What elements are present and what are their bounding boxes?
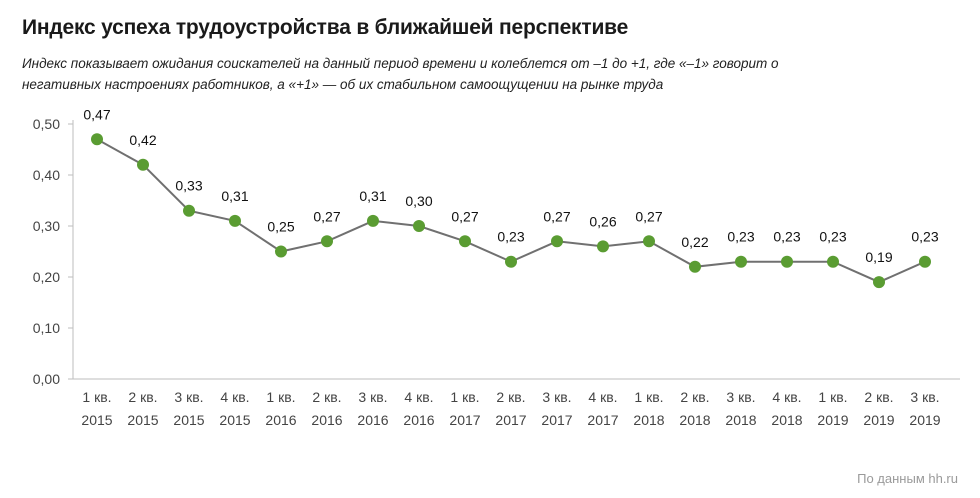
data-point bbox=[643, 235, 655, 248]
data-label: 0,31 bbox=[359, 188, 386, 204]
x-tick-label: 2 кв. bbox=[128, 389, 157, 405]
x-tick-year: 2018 bbox=[725, 412, 756, 428]
data-label: 0,47 bbox=[83, 106, 110, 122]
x-tick-label: 3 кв. bbox=[542, 389, 571, 405]
x-tick-year: 2016 bbox=[403, 412, 434, 428]
y-tick-label: 0,00 bbox=[33, 371, 60, 387]
x-tick-year: 2018 bbox=[679, 412, 710, 428]
data-label: 0,23 bbox=[819, 229, 846, 245]
x-tick-label: 3 кв. bbox=[910, 389, 939, 405]
x-tick-label: 2 кв. bbox=[496, 389, 525, 405]
x-tick-label: 1 кв. bbox=[450, 389, 479, 405]
x-tick-year: 2018 bbox=[633, 412, 664, 428]
data-label: 0,26 bbox=[589, 213, 616, 229]
x-tick-label: 4 кв. bbox=[220, 389, 249, 405]
x-tick-label: 2 кв. bbox=[680, 389, 709, 405]
data-point bbox=[137, 158, 149, 171]
data-point bbox=[367, 214, 379, 227]
data-label: 0,23 bbox=[727, 229, 754, 245]
data-label: 0,27 bbox=[635, 208, 662, 224]
data-label: 0,42 bbox=[129, 132, 156, 148]
data-label: 0,27 bbox=[451, 208, 478, 224]
x-tick-year: 2017 bbox=[541, 412, 572, 428]
data-point bbox=[827, 255, 839, 268]
data-point bbox=[873, 276, 885, 289]
source-note: По данным hh.ru bbox=[857, 471, 958, 486]
chart-subtitle: Индекс показывает ожидания соискателей н… bbox=[22, 56, 779, 92]
data-label: 0,27 bbox=[313, 208, 340, 224]
data-point bbox=[689, 260, 701, 273]
x-tick-year: 2015 bbox=[219, 412, 250, 428]
data-point bbox=[183, 204, 195, 217]
x-tick-year: 2016 bbox=[265, 412, 296, 428]
x-tick-label: 1 кв. bbox=[818, 389, 847, 405]
data-point bbox=[551, 235, 563, 248]
data-point bbox=[735, 255, 747, 268]
data-point bbox=[459, 235, 471, 248]
x-tick-year: 2016 bbox=[357, 412, 388, 428]
data-label: 0,25 bbox=[267, 219, 294, 235]
x-tick-year: 2019 bbox=[909, 412, 940, 428]
x-tick-year: 2019 bbox=[817, 412, 848, 428]
data-point bbox=[91, 133, 103, 146]
data-label: 0,31 bbox=[221, 188, 248, 204]
x-tick-label: 1 кв. bbox=[634, 389, 663, 405]
x-tick-year: 2019 bbox=[863, 412, 894, 428]
data-point bbox=[597, 240, 609, 253]
x-tick-label: 4 кв. bbox=[588, 389, 617, 405]
x-tick-year: 2015 bbox=[173, 412, 204, 428]
data-point bbox=[781, 255, 793, 268]
x-tick-label: 4 кв. bbox=[404, 389, 433, 405]
data-label: 0,23 bbox=[773, 229, 800, 245]
data-label: 0,23 bbox=[497, 229, 524, 245]
data-label: 0,30 bbox=[405, 193, 432, 209]
x-tick-label: 3 кв. bbox=[358, 389, 387, 405]
y-tick-label: 0,40 bbox=[33, 167, 60, 183]
y-tick-label: 0,20 bbox=[33, 269, 60, 285]
data-label: 0,23 bbox=[911, 229, 938, 245]
x-tick-year: 2016 bbox=[311, 412, 342, 428]
y-tick-label: 0,10 bbox=[33, 320, 60, 336]
x-tick-year: 2018 bbox=[771, 412, 802, 428]
x-tick-year: 2017 bbox=[587, 412, 618, 428]
data-point bbox=[413, 220, 425, 232]
data-label: 0,33 bbox=[175, 178, 202, 194]
data-label: 0,19 bbox=[865, 249, 892, 265]
x-tick-year: 2015 bbox=[127, 412, 158, 428]
data-point bbox=[229, 214, 241, 227]
data-point bbox=[275, 245, 287, 258]
chart-title: Индекс успеха трудоустройства в ближайше… bbox=[22, 16, 629, 39]
x-tick-label: 4 кв. bbox=[772, 389, 801, 405]
data-label: 0,22 bbox=[681, 234, 708, 250]
x-tick-year: 2015 bbox=[81, 412, 112, 428]
data-point bbox=[321, 235, 333, 248]
x-tick-year: 2017 bbox=[495, 412, 526, 428]
x-tick-label: 3 кв. bbox=[726, 389, 755, 405]
x-tick-label: 1 кв. bbox=[82, 389, 111, 405]
x-tick-label: 2 кв. bbox=[312, 389, 341, 405]
x-tick-year: 2017 bbox=[449, 412, 480, 428]
x-tick-label: 3 кв. bbox=[174, 389, 203, 405]
data-point bbox=[505, 255, 517, 268]
x-tick-label: 2 кв. bbox=[864, 389, 893, 405]
data-label: 0,27 bbox=[543, 208, 570, 224]
x-tick-label: 1 кв. bbox=[266, 389, 295, 405]
y-tick-label: 0,50 bbox=[33, 116, 60, 132]
data-point bbox=[919, 255, 931, 268]
y-tick-label: 0,30 bbox=[33, 218, 60, 234]
